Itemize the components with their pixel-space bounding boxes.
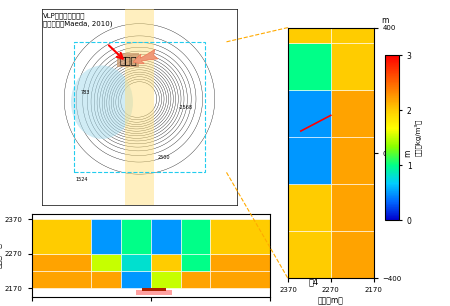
Bar xyxy=(331,231,374,278)
Bar xyxy=(331,43,374,90)
Bar xyxy=(121,219,151,254)
Bar xyxy=(331,28,374,43)
Bar xyxy=(151,254,180,271)
Bar xyxy=(288,231,331,278)
Bar xyxy=(151,271,180,288)
Bar xyxy=(125,6,154,208)
Bar xyxy=(180,271,211,288)
Text: ·2568: ·2568 xyxy=(179,105,193,110)
Bar xyxy=(136,290,171,295)
Bar xyxy=(211,254,270,271)
Ellipse shape xyxy=(71,65,133,139)
Text: m: m xyxy=(381,16,388,25)
Bar xyxy=(121,271,151,288)
Bar xyxy=(211,271,270,288)
Bar xyxy=(74,42,205,172)
Text: VLPの発生源と成る
クラック（Maeda, 2010): VLPの発生源と成る クラック（Maeda, 2010) xyxy=(43,13,112,27)
Bar xyxy=(91,219,121,254)
Bar xyxy=(288,184,331,231)
Bar xyxy=(211,219,270,254)
Bar xyxy=(91,254,121,271)
Bar xyxy=(180,254,211,271)
Bar xyxy=(288,90,331,137)
Bar xyxy=(288,43,331,90)
Text: 1524: 1524 xyxy=(76,177,88,181)
Text: 図4: 図4 xyxy=(308,278,319,287)
Text: 2500: 2500 xyxy=(158,155,170,160)
X-axis label: 標高（m）: 標高（m） xyxy=(318,296,344,305)
Bar xyxy=(331,184,374,231)
Bar xyxy=(32,271,91,288)
Bar xyxy=(331,90,374,137)
Y-axis label: 標高（m）: 標高（m） xyxy=(0,243,3,268)
Bar xyxy=(142,288,166,291)
Bar xyxy=(180,219,211,254)
Text: 浅間山: 浅間山 xyxy=(119,55,137,65)
Bar xyxy=(32,219,91,254)
Bar xyxy=(121,254,151,271)
Bar xyxy=(331,137,374,184)
Bar xyxy=(151,219,180,254)
Bar xyxy=(32,254,91,271)
Y-axis label: 密度（kg/m³）: 密度（kg/m³） xyxy=(414,119,422,156)
Bar xyxy=(91,271,121,288)
Bar xyxy=(288,28,331,43)
Y-axis label: m: m xyxy=(403,149,412,157)
Text: 783: 783 xyxy=(81,90,90,95)
Bar xyxy=(288,137,331,184)
